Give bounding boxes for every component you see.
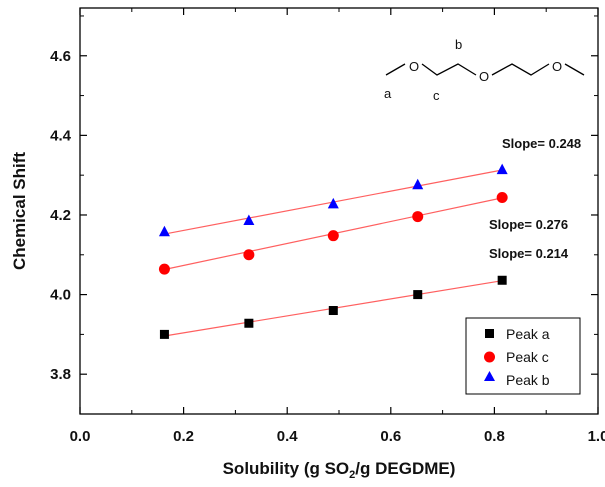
legend-label-peak-c: Peak c	[506, 349, 549, 365]
data-point-peak-a	[328, 306, 338, 316]
y-axis-title: Chemical Shift	[10, 152, 29, 270]
molecule-bonds	[421, 63, 477, 76]
data-point-peak-b	[412, 178, 424, 190]
x-tick-label: 0.6	[380, 428, 401, 445]
x-tick-label: 0.0	[70, 428, 91, 445]
x-axis-title-tail: /g DEGDME)	[355, 459, 455, 478]
x-tick-label: 0.2	[173, 428, 194, 445]
data-point-peak-b	[496, 163, 508, 175]
molecule-label-c: c	[433, 88, 440, 103]
y-tick-label: 4.6	[50, 48, 71, 65]
data-point-peak-a	[244, 318, 254, 328]
legend-label-peak-a: Peak a	[506, 326, 550, 342]
molecule-label-b: b	[455, 37, 462, 52]
data-point-peak-c	[412, 211, 424, 223]
x-tick-label: 1.0	[588, 428, 605, 445]
x-tick-label: 0.4	[277, 428, 299, 445]
molecule-bonds	[385, 63, 406, 76]
molecule-label-a: a	[384, 86, 392, 101]
oxygen-atom-1: O	[409, 59, 419, 74]
data-point-peak-a	[497, 275, 507, 285]
data-point-peak-c	[243, 249, 255, 261]
molecule-bonds	[491, 63, 550, 76]
data-point-peak-b	[158, 225, 170, 237]
y-tick-label: 3.8	[50, 366, 71, 383]
legend-label-peak-b: Peak b	[506, 372, 550, 388]
data-point-peak-b	[327, 197, 339, 209]
data-point-peak-c	[496, 191, 508, 203]
y-tick-label: 4.2	[50, 207, 71, 224]
legend-marker-peak-b	[484, 371, 495, 381]
x-tick-label: 0.8	[484, 428, 505, 445]
slope-annotation-peak-b: Slope= 0.248	[502, 136, 581, 151]
x-axis-title-main: Solubility (g SO	[223, 459, 350, 478]
data-point-peak-a	[413, 290, 423, 300]
legend-marker-peak-c	[484, 351, 495, 363]
x-axis-title: Solubility (g SO2/g DEGDME)	[223, 459, 456, 481]
slope-annotation-peak-c: Slope= 0.276	[489, 217, 568, 232]
slope-annotation-peak-a: Slope= 0.214	[489, 246, 569, 261]
y-tick-label: 4.4	[50, 127, 72, 144]
oxygen-atom-3: O	[552, 59, 562, 74]
legend: Peak a Peak c Peak b	[465, 317, 581, 395]
molecule-bonds	[564, 63, 585, 76]
x-axis-ticks: 0.0 0.2 0.4 0.6 0.8 1.0	[70, 8, 605, 445]
data-point-peak-c	[327, 230, 339, 242]
y-tick-label: 4.0	[50, 287, 71, 304]
data-point-peak-b	[243, 214, 255, 226]
oxygen-atom-2: O	[479, 69, 489, 84]
data-point-peak-c	[158, 263, 170, 275]
data-point-peak-a	[159, 329, 169, 339]
molecule-structure: O O O a b c	[384, 37, 585, 103]
y-axis-ticks: 3.8 4.0 4.2 4.4 4.6	[50, 15, 598, 383]
legend-marker-peak-a	[485, 329, 494, 338]
data-markers	[158, 163, 508, 339]
x-axis-title-subscript: 2	[349, 469, 355, 481]
